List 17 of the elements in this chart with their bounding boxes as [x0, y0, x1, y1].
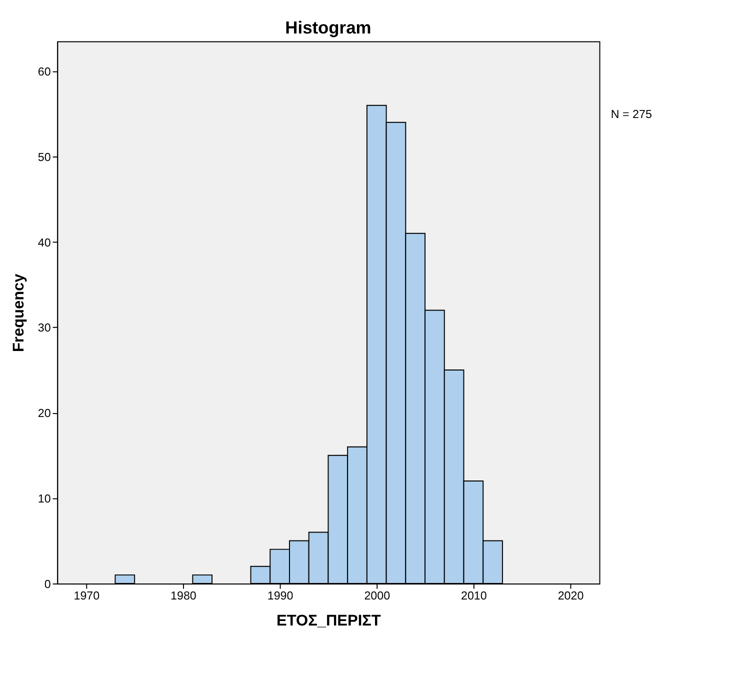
y-axis-title: Frequency	[10, 273, 28, 352]
y-tick-label: 20	[38, 407, 51, 420]
x-tick-label: 1980	[170, 589, 196, 602]
text: N = 275	[610, 108, 652, 121]
x-tick-label: 2020	[558, 589, 584, 602]
x-axis-title: ΕΤΟΣ_ΠΕΡΙΣΤ	[276, 612, 382, 630]
y-tick-label: 60	[38, 66, 51, 79]
y-tick-label: 50	[38, 150, 51, 164]
x-tick-label: 1990	[267, 589, 294, 602]
y-tick-label: 30	[38, 322, 51, 335]
y-tick-label: 0	[44, 578, 51, 591]
y-tick-label: 10	[38, 492, 51, 506]
chart-title: Histogram	[285, 18, 372, 38]
y-tick-label: 40	[38, 236, 51, 250]
x-tick-label: 2000	[364, 589, 390, 602]
x-tick-label: 2010	[461, 589, 487, 602]
x-tick-label: 1970	[74, 589, 100, 602]
